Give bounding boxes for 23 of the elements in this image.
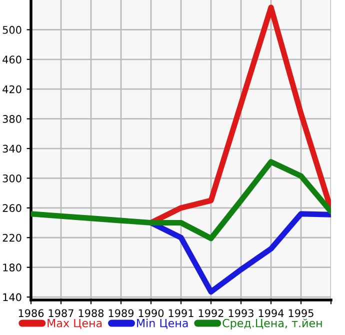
- x-tick-label: 1989: [108, 309, 134, 318]
- legend-label: Max Цена: [48, 319, 102, 329]
- y-tick-label: 420: [2, 85, 22, 94]
- y-tick-label: 500: [2, 26, 22, 34]
- y-tick-label: 460: [2, 56, 22, 64]
- x-tick-label: 1993: [228, 309, 254, 318]
- y-tick-label: 140: [3, 293, 22, 302]
- legend-label: Сред.Цена, т.йен: [222, 318, 322, 330]
- x-tick-label: 1988: [78, 309, 104, 318]
- y-tick-label: 380: [2, 115, 22, 123]
- legend-label: Min Цена: [137, 318, 188, 329]
- x-tick-label: 1986: [18, 309, 44, 318]
- x-tick-label: 1992: [198, 309, 224, 318]
- x-tick-label: 1995: [288, 309, 314, 318]
- y-tick-label: 220: [2, 234, 22, 242]
- y-tick-label: 180: [3, 264, 22, 272]
- x-tick-label: 1994: [258, 309, 284, 318]
- y-tick-label: 340: [2, 144, 22, 153]
- x-tick-label: 1987: [48, 309, 74, 318]
- y-tick-label: 260: [2, 204, 22, 212]
- y-tick-label: 300: [2, 174, 22, 182]
- x-tick-label: 1991: [168, 309, 194, 318]
- x-tick-label: 1990: [138, 309, 164, 318]
